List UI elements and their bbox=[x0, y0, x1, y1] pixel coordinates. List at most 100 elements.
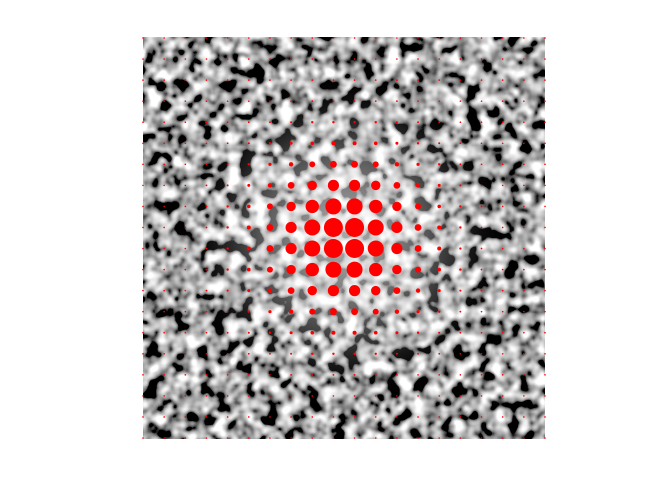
dot bbox=[184, 289, 187, 292]
dot bbox=[523, 395, 525, 397]
dot bbox=[226, 205, 229, 208]
dot bbox=[393, 287, 401, 295]
dot bbox=[374, 416, 377, 418]
dot bbox=[142, 100, 144, 102]
dot bbox=[311, 352, 314, 355]
dot bbox=[459, 226, 462, 229]
dot bbox=[226, 79, 229, 81]
dot bbox=[544, 289, 546, 292]
dot bbox=[268, 310, 272, 314]
dot bbox=[290, 58, 292, 60]
dot bbox=[286, 201, 296, 212]
dot bbox=[332, 37, 335, 39]
dot bbox=[184, 184, 187, 187]
dot bbox=[246, 225, 251, 230]
dot bbox=[247, 331, 250, 334]
dot bbox=[311, 79, 314, 81]
dot bbox=[438, 310, 441, 313]
dot bbox=[415, 288, 421, 293]
dot bbox=[544, 331, 546, 334]
dot bbox=[266, 266, 273, 273]
dot bbox=[205, 247, 208, 250]
dot bbox=[395, 373, 398, 376]
dot bbox=[544, 205, 546, 208]
dot bbox=[184, 395, 187, 397]
dot bbox=[226, 395, 229, 397]
dot bbox=[523, 79, 525, 81]
dot bbox=[544, 374, 546, 376]
dot bbox=[163, 437, 165, 439]
dot bbox=[523, 121, 525, 124]
dot bbox=[438, 79, 441, 81]
dot bbox=[414, 245, 422, 252]
dot bbox=[353, 416, 356, 418]
dot bbox=[371, 285, 381, 296]
dot bbox=[290, 352, 293, 355]
dot bbox=[544, 100, 546, 102]
dot bbox=[480, 184, 483, 187]
dot bbox=[459, 100, 462, 102]
dot bbox=[247, 183, 251, 187]
dot bbox=[163, 331, 165, 334]
dot bbox=[523, 310, 525, 313]
dot bbox=[396, 437, 398, 439]
dot bbox=[348, 179, 361, 191]
dot bbox=[480, 352, 483, 355]
dot bbox=[205, 121, 208, 124]
dot bbox=[501, 79, 504, 81]
dot bbox=[226, 374, 229, 376]
dot bbox=[480, 289, 483, 292]
dot bbox=[501, 268, 504, 271]
dot bbox=[501, 226, 504, 229]
dot bbox=[332, 58, 335, 60]
dot bbox=[396, 395, 398, 397]
dot bbox=[205, 352, 208, 355]
dot bbox=[353, 352, 356, 355]
dot bbox=[142, 205, 144, 208]
dot bbox=[480, 37, 483, 39]
dot bbox=[501, 395, 504, 397]
dot bbox=[163, 205, 165, 208]
dot bbox=[374, 373, 377, 376]
dot bbox=[247, 352, 250, 355]
dot bbox=[226, 37, 229, 39]
dot bbox=[395, 141, 399, 145]
dot bbox=[480, 268, 483, 271]
dot bbox=[184, 416, 187, 418]
dot bbox=[438, 37, 441, 39]
dot bbox=[184, 163, 187, 166]
dot bbox=[459, 331, 462, 334]
dot bbox=[332, 395, 335, 397]
dot bbox=[437, 289, 441, 293]
dot bbox=[247, 437, 250, 439]
dot bbox=[226, 352, 229, 355]
dot bbox=[417, 79, 419, 81]
dot bbox=[544, 184, 546, 187]
dot bbox=[226, 58, 229, 60]
dot bbox=[163, 121, 165, 124]
dot bbox=[205, 142, 208, 145]
dot bbox=[395, 352, 398, 355]
dot bbox=[290, 121, 293, 124]
dot bbox=[288, 309, 294, 314]
dot bbox=[226, 100, 229, 102]
dot bbox=[523, 163, 525, 166]
dot bbox=[374, 37, 377, 39]
dot bbox=[310, 141, 315, 146]
dot bbox=[352, 330, 357, 335]
dot bbox=[345, 239, 365, 259]
dot bbox=[305, 262, 319, 277]
dot bbox=[205, 437, 208, 439]
dot bbox=[544, 268, 546, 271]
dot bbox=[480, 374, 483, 376]
dot bbox=[417, 100, 419, 102]
dot bbox=[311, 416, 314, 418]
dot bbox=[417, 58, 419, 60]
dot bbox=[287, 287, 295, 295]
dot bbox=[226, 416, 229, 418]
dot bbox=[285, 242, 297, 255]
dot bbox=[327, 179, 340, 191]
dot bbox=[142, 58, 144, 60]
dot bbox=[184, 100, 187, 102]
